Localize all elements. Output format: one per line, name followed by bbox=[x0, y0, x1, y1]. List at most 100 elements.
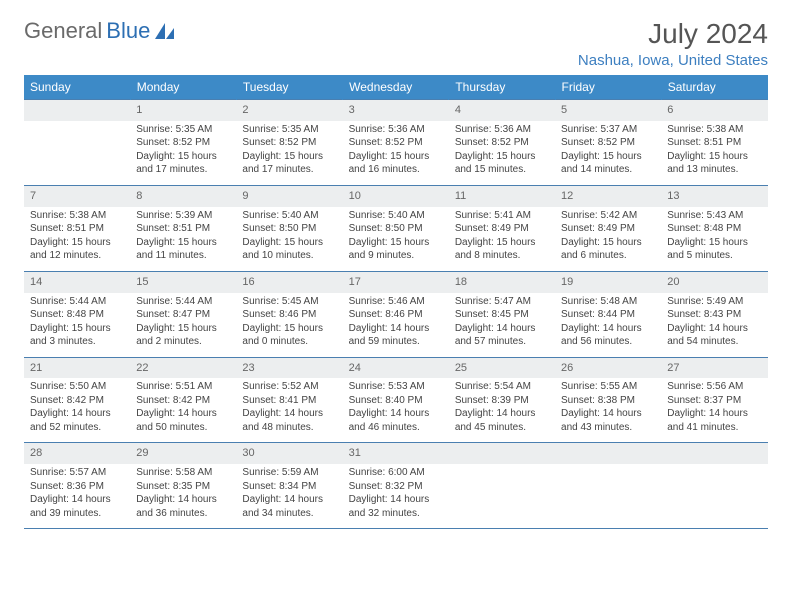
daylight-text-2: and 15 minutes. bbox=[455, 163, 549, 177]
day-number-cell: 3 bbox=[343, 100, 449, 121]
daylight-text-1: Daylight: 15 hours bbox=[242, 322, 336, 336]
sunset-text: Sunset: 8:46 PM bbox=[242, 308, 336, 322]
daylight-text-2: and 13 minutes. bbox=[667, 163, 761, 177]
day-cell: Sunrise: 5:57 AMSunset: 8:36 PMDaylight:… bbox=[24, 464, 130, 529]
page-title: July 2024 bbox=[578, 18, 768, 50]
day-content-row: Sunrise: 5:35 AMSunset: 8:52 PMDaylight:… bbox=[24, 121, 768, 186]
sunset-text: Sunset: 8:51 PM bbox=[667, 136, 761, 150]
daylight-text-1: Daylight: 14 hours bbox=[30, 407, 124, 421]
daylight-text-2: and 11 minutes. bbox=[136, 249, 230, 263]
day-number-cell: 15 bbox=[130, 271, 236, 292]
daylight-text-2: and 6 minutes. bbox=[561, 249, 655, 263]
day-number-cell: 10 bbox=[343, 185, 449, 206]
daylight-text-2: and 5 minutes. bbox=[667, 249, 761, 263]
day-number-row: 21222324252627 bbox=[24, 357, 768, 378]
daylight-text-1: Daylight: 15 hours bbox=[561, 150, 655, 164]
sunset-text: Sunset: 8:42 PM bbox=[30, 394, 124, 408]
day-number-cell: 17 bbox=[343, 271, 449, 292]
day-cell: Sunrise: 5:38 AMSunset: 8:51 PMDaylight:… bbox=[661, 121, 767, 186]
day-cell: Sunrise: 5:48 AMSunset: 8:44 PMDaylight:… bbox=[555, 293, 661, 358]
sunset-text: Sunset: 8:52 PM bbox=[242, 136, 336, 150]
sunrise-text: Sunrise: 5:35 AM bbox=[242, 123, 336, 137]
day-number-cell: 4 bbox=[449, 100, 555, 121]
day-number-cell bbox=[555, 443, 661, 464]
day-cell: Sunrise: 5:41 AMSunset: 8:49 PMDaylight:… bbox=[449, 207, 555, 272]
day-cell: Sunrise: 5:43 AMSunset: 8:48 PMDaylight:… bbox=[661, 207, 767, 272]
sunset-text: Sunset: 8:35 PM bbox=[136, 480, 230, 494]
sunset-text: Sunset: 8:51 PM bbox=[30, 222, 124, 236]
sunrise-text: Sunrise: 5:52 AM bbox=[242, 380, 336, 394]
daylight-text-1: Daylight: 15 hours bbox=[136, 236, 230, 250]
sunset-text: Sunset: 8:52 PM bbox=[349, 136, 443, 150]
day-cell: Sunrise: 5:50 AMSunset: 8:42 PMDaylight:… bbox=[24, 378, 130, 443]
day-number-cell bbox=[24, 100, 130, 121]
sunrise-text: Sunrise: 5:41 AM bbox=[455, 209, 549, 223]
daylight-text-1: Daylight: 15 hours bbox=[242, 150, 336, 164]
sunset-text: Sunset: 8:52 PM bbox=[561, 136, 655, 150]
day-cell: Sunrise: 5:35 AMSunset: 8:52 PMDaylight:… bbox=[236, 121, 342, 186]
day-number-cell: 25 bbox=[449, 357, 555, 378]
day-number-cell bbox=[449, 443, 555, 464]
daylight-text-1: Daylight: 14 hours bbox=[30, 493, 124, 507]
daylight-text-2: and 17 minutes. bbox=[136, 163, 230, 177]
sunset-text: Sunset: 8:44 PM bbox=[561, 308, 655, 322]
sunrise-text: Sunrise: 5:43 AM bbox=[667, 209, 761, 223]
sunset-text: Sunset: 8:45 PM bbox=[455, 308, 549, 322]
sunset-text: Sunset: 8:37 PM bbox=[667, 394, 761, 408]
day-cell: Sunrise: 5:59 AMSunset: 8:34 PMDaylight:… bbox=[236, 464, 342, 529]
daylight-text-2: and 10 minutes. bbox=[242, 249, 336, 263]
calendar-header-row: SundayMondayTuesdayWednesdayThursdayFrid… bbox=[24, 75, 768, 100]
day-cell: Sunrise: 5:44 AMSunset: 8:48 PMDaylight:… bbox=[24, 293, 130, 358]
day-number-cell: 1 bbox=[130, 100, 236, 121]
daylight-text-1: Daylight: 14 hours bbox=[561, 322, 655, 336]
sunrise-text: Sunrise: 6:00 AM bbox=[349, 466, 443, 480]
sunrise-text: Sunrise: 5:54 AM bbox=[455, 380, 549, 394]
day-number-cell: 5 bbox=[555, 100, 661, 121]
day-number-cell: 14 bbox=[24, 271, 130, 292]
day-cell bbox=[555, 464, 661, 529]
sunrise-text: Sunrise: 5:57 AM bbox=[30, 466, 124, 480]
daylight-text-2: and 39 minutes. bbox=[30, 507, 124, 521]
daylight-text-1: Daylight: 14 hours bbox=[136, 407, 230, 421]
weekday-header: Thursday bbox=[449, 75, 555, 100]
daylight-text-1: Daylight: 14 hours bbox=[349, 322, 443, 336]
sunrise-text: Sunrise: 5:58 AM bbox=[136, 466, 230, 480]
day-number-cell: 2 bbox=[236, 100, 342, 121]
day-cell: Sunrise: 5:58 AMSunset: 8:35 PMDaylight:… bbox=[130, 464, 236, 529]
sunset-text: Sunset: 8:42 PM bbox=[136, 394, 230, 408]
daylight-text-2: and 9 minutes. bbox=[349, 249, 443, 263]
day-number-cell: 9 bbox=[236, 185, 342, 206]
weekday-header: Wednesday bbox=[343, 75, 449, 100]
sunrise-text: Sunrise: 5:36 AM bbox=[349, 123, 443, 137]
sunset-text: Sunset: 8:48 PM bbox=[30, 308, 124, 322]
daylight-text-2: and 48 minutes. bbox=[242, 421, 336, 435]
sunrise-text: Sunrise: 5:44 AM bbox=[30, 295, 124, 309]
daylight-text-2: and 32 minutes. bbox=[349, 507, 443, 521]
daylight-text-1: Daylight: 15 hours bbox=[30, 322, 124, 336]
sunrise-text: Sunrise: 5:38 AM bbox=[667, 123, 761, 137]
daylight-text-2: and 59 minutes. bbox=[349, 335, 443, 349]
day-number-cell: 12 bbox=[555, 185, 661, 206]
daylight-text-2: and 46 minutes. bbox=[349, 421, 443, 435]
daylight-text-1: Daylight: 15 hours bbox=[136, 322, 230, 336]
sunset-text: Sunset: 8:34 PM bbox=[242, 480, 336, 494]
sunrise-text: Sunrise: 5:40 AM bbox=[349, 209, 443, 223]
day-number-cell: 6 bbox=[661, 100, 767, 121]
sunrise-text: Sunrise: 5:38 AM bbox=[30, 209, 124, 223]
day-number-cell: 11 bbox=[449, 185, 555, 206]
daylight-text-1: Daylight: 15 hours bbox=[667, 236, 761, 250]
day-number-cell: 27 bbox=[661, 357, 767, 378]
day-cell: Sunrise: 5:55 AMSunset: 8:38 PMDaylight:… bbox=[555, 378, 661, 443]
sunrise-text: Sunrise: 5:55 AM bbox=[561, 380, 655, 394]
daylight-text-2: and 3 minutes. bbox=[30, 335, 124, 349]
day-cell: Sunrise: 5:40 AMSunset: 8:50 PMDaylight:… bbox=[343, 207, 449, 272]
day-number-cell bbox=[661, 443, 767, 464]
day-cell: Sunrise: 5:37 AMSunset: 8:52 PMDaylight:… bbox=[555, 121, 661, 186]
daylight-text-2: and 50 minutes. bbox=[136, 421, 230, 435]
sunrise-text: Sunrise: 5:35 AM bbox=[136, 123, 230, 137]
weekday-header: Friday bbox=[555, 75, 661, 100]
sunset-text: Sunset: 8:52 PM bbox=[455, 136, 549, 150]
day-cell: Sunrise: 5:38 AMSunset: 8:51 PMDaylight:… bbox=[24, 207, 130, 272]
sunrise-text: Sunrise: 5:48 AM bbox=[561, 295, 655, 309]
weekday-header: Tuesday bbox=[236, 75, 342, 100]
